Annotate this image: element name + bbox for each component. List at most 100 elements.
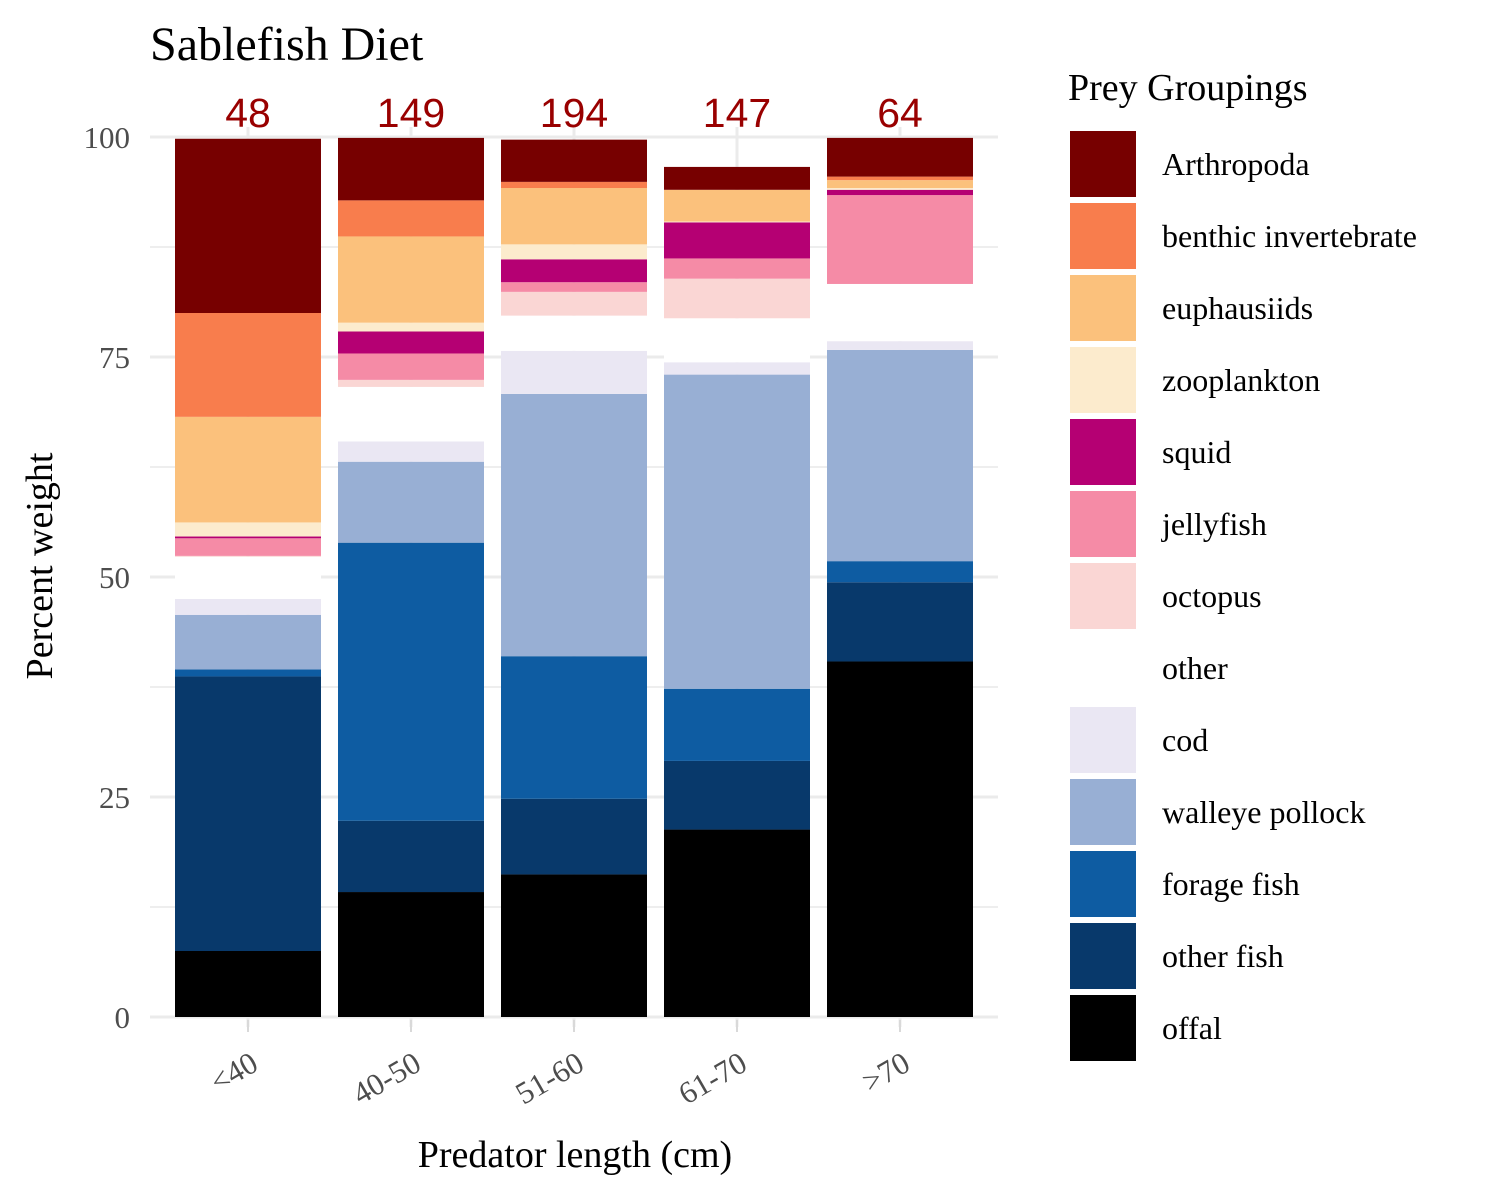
bar-segment-octopus xyxy=(664,278,810,319)
x-tick-label: 61-70 xyxy=(672,1045,752,1111)
bar-segment-offal xyxy=(501,874,647,1017)
bar-segment-arthropoda xyxy=(338,137,484,201)
bar-segment-benthic-invertebrate xyxy=(175,313,321,417)
legend-key xyxy=(1070,995,1136,1061)
bar-segment-forage-fish xyxy=(501,656,647,799)
legend-label: jellyfish xyxy=(1161,506,1267,542)
sample-size-label: 149 xyxy=(377,90,445,136)
bar-segment-squid xyxy=(501,259,647,283)
bar-segment-other xyxy=(338,386,484,442)
bar-segment-cod xyxy=(501,350,647,394)
x-tick-label: <40 xyxy=(204,1045,263,1100)
legend-key xyxy=(1070,635,1136,701)
bar-segment-arthropoda xyxy=(501,139,647,182)
sample-size-label: 147 xyxy=(703,90,771,136)
legend-key xyxy=(1070,203,1136,269)
bar-segment-other-fish xyxy=(501,798,647,875)
legend-key xyxy=(1070,347,1136,413)
bar-segment-other-fish xyxy=(827,582,973,662)
legend-label: other fish xyxy=(1162,938,1284,974)
bar-segment-walleye-pollock xyxy=(501,393,647,657)
bar-segment-benthic-invertebrate xyxy=(338,200,484,237)
bar-segment-arthropoda xyxy=(175,138,321,313)
y-tick-label: 0 xyxy=(115,1000,131,1035)
legend-label: Arthropoda xyxy=(1162,146,1310,182)
bar-segment-jellyfish xyxy=(501,282,647,292)
x-tick-label: 40-50 xyxy=(346,1045,426,1111)
legend-key xyxy=(1070,779,1136,845)
bar-segment-walleye-pollock xyxy=(827,349,973,562)
bar-segment-offal xyxy=(175,951,321,1017)
bar-segment-zooplankton xyxy=(175,522,321,537)
bar-segment-jellyfish xyxy=(827,195,973,284)
bar-segment-cod xyxy=(664,362,810,375)
legend-label: euphausiids xyxy=(1162,290,1313,326)
bars xyxy=(175,137,973,1017)
y-axis-title: Percent weight xyxy=(19,452,61,679)
legend-label: other xyxy=(1162,650,1228,686)
bar-segment-walleye-pollock xyxy=(338,461,484,543)
bar-segment-jellyfish xyxy=(338,353,484,380)
bar-segment-offal xyxy=(338,892,484,1017)
legend-key xyxy=(1070,419,1136,485)
bar-segment-other-fish xyxy=(175,676,321,951)
bar-segment-zooplankton xyxy=(501,244,647,260)
legend-key xyxy=(1070,707,1136,773)
bar-segment-euphausiids xyxy=(827,180,973,189)
bar-segment-offal xyxy=(664,829,810,1017)
bar-segment-zooplankton xyxy=(827,188,973,190)
sample-size-labels: 48 149 194 147 64 xyxy=(225,90,923,136)
bar-segment-octopus xyxy=(338,379,484,387)
bar-segment-euphausiids xyxy=(501,188,647,245)
x-axis-title: Predator length (cm) xyxy=(418,1134,732,1176)
bar-segment-squid xyxy=(175,536,321,539)
bar-segment-arthropoda xyxy=(664,166,810,190)
legend-label: benthic invertebrate xyxy=(1162,218,1417,254)
bar-segment-benthic-invertebrate xyxy=(501,181,647,189)
legend: Prey Groupings Arthropoda benthic inverte… xyxy=(1068,67,1417,1061)
bar-segment-octopus xyxy=(175,555,321,557)
bar-segment-walleye-pollock xyxy=(175,614,321,670)
y-tick-label: 75 xyxy=(99,340,130,375)
bar-segment-zooplankton xyxy=(338,322,484,332)
bar-segment-octopus xyxy=(501,291,647,316)
bar-segment-jellyfish xyxy=(175,538,321,556)
legend-key xyxy=(1070,563,1136,629)
bar-segment-offal xyxy=(827,661,973,1017)
legend-label: octopus xyxy=(1162,578,1262,614)
x-tick-label: 51-60 xyxy=(509,1045,589,1111)
bar-segment-cod xyxy=(175,599,321,615)
legend-label: squid xyxy=(1162,434,1231,470)
y-tick-label: 50 xyxy=(99,560,130,595)
legend-label: walleye pollock xyxy=(1162,794,1365,830)
legend-label: zooplankton xyxy=(1162,362,1320,398)
bar-segment-other-fish xyxy=(664,760,810,830)
bar-segment-other xyxy=(501,315,647,351)
legend-key xyxy=(1070,923,1136,989)
bar-segment-euphausiids xyxy=(338,236,484,323)
bar-segment-squid xyxy=(827,189,973,196)
chart-title: Sablefish Diet xyxy=(150,18,424,71)
legend-key xyxy=(1070,275,1136,341)
bar-segment-forage-fish xyxy=(827,561,973,583)
bar-segment-forage-fish xyxy=(664,688,810,761)
bar-segment-zooplankton xyxy=(664,221,810,223)
y-tick-label: 25 xyxy=(99,780,130,815)
y-axis: 0 25 50 75 100 xyxy=(84,120,131,1035)
bar-segment-arthropoda xyxy=(827,137,973,177)
y-tick-label: 100 xyxy=(84,120,131,155)
bar-segment-cod xyxy=(338,441,484,462)
sample-size-label: 48 xyxy=(225,90,271,136)
legend-title: Prey Groupings xyxy=(1068,67,1308,109)
x-axis: <40 40-50 51-60 61-70 >70 xyxy=(204,1020,916,1111)
bar-segment-euphausiids xyxy=(175,416,321,523)
legend-label: cod xyxy=(1162,722,1208,758)
bar-segment-squid xyxy=(338,331,484,354)
sample-size-label: 64 xyxy=(877,90,923,136)
bar-segment-forage-fish xyxy=(175,669,321,677)
x-tick-label: >70 xyxy=(856,1045,915,1100)
legend-key xyxy=(1070,491,1136,557)
bar-segment-cod xyxy=(827,341,973,350)
bar-segment-other xyxy=(664,318,810,363)
